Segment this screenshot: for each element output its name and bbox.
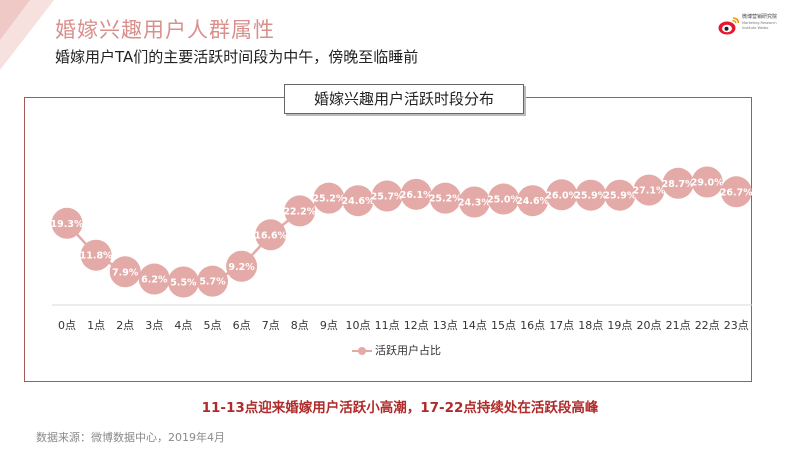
data-point [517,185,549,217]
data-point [458,186,490,218]
x-tick-label: 20点 [637,319,662,332]
data-label: 29.0% [691,178,724,189]
data-label: 7.9% [112,267,139,278]
data-point [167,266,199,298]
data-point [691,166,723,198]
data-point [371,180,403,212]
data-point [313,182,345,214]
data-label: 5.5% [170,278,197,289]
data-point [138,263,170,295]
x-tick-label: 0点 [58,319,76,332]
data-label: 9.2% [228,262,255,273]
x-tick-label: 2点 [116,319,134,332]
x-tick-label: 11点 [375,319,400,332]
x-tick-label: 19点 [607,319,632,332]
x-tick-label: 3点 [145,319,163,332]
x-tick-label: 21点 [666,319,691,332]
data-label: 11.8% [80,251,113,262]
data-label: 26.7% [720,187,753,198]
x-tick-label: 15点 [491,319,516,332]
x-tick-label: 5点 [204,319,222,332]
data-label: 24.3% [458,198,491,209]
data-point [575,179,607,211]
data-point [400,178,432,210]
data-label: 19.3% [51,219,84,230]
x-tick-label: 13点 [433,319,458,332]
data-point [662,167,694,199]
logo-name-cn: 微博营销研究院 [742,14,778,20]
page-subtitle: 婚嫁用户TA们的主要活跃时间段为中午，傍晚至临睡前 [55,48,419,66]
data-label: 27.1% [633,186,666,197]
legend-line-marker [352,347,372,355]
weibo-eye-icon [718,17,740,35]
chart-legend: 活跃用户占比 [352,344,441,358]
data-point [226,250,258,282]
logo-name-en-1: Marketing Research [742,20,777,25]
data-label: 26.1% [400,190,433,201]
data-label: 25.0% [487,195,520,206]
x-tick-label: 14点 [462,319,487,332]
data-point [342,185,374,217]
chart-title: 婚嫁兴趣用户活跃时段分布 [284,84,524,114]
data-label: 22.2% [283,206,316,217]
x-tick-label: 16点 [520,319,545,332]
x-tick-label: 4点 [174,319,192,332]
data-point [197,265,228,297]
data-label: 28.7% [662,179,695,190]
legend-label: 活跃用户占比 [375,344,441,357]
x-tick-label: 9点 [320,319,338,332]
data-label: 25.2% [429,194,462,205]
x-tick-label: 12点 [404,319,429,332]
data-label: 5.7% [199,277,226,288]
data-point [720,176,752,208]
data-label: 24.6% [516,196,549,207]
data-point [546,179,578,211]
corner-decoration [0,0,54,70]
data-label: 25.9% [574,191,607,202]
x-tick-label: 6点 [233,319,251,332]
x-tick-label: 18点 [578,319,603,332]
x-tick-label: 23点 [724,319,749,332]
logo-name-en-2: Institute Weibo [742,26,769,30]
data-label: 24.6% [342,196,375,207]
data-point [80,239,112,271]
data-label: 16.6% [254,230,287,241]
x-tick-label: 10点 [346,319,371,332]
highlight-text: 11-13点迎来婚嫁用户活跃小高潮，17-22点持续处在活跃段高峰 [201,400,599,416]
data-point [255,219,287,251]
data-label: 25.7% [371,192,404,203]
weibo-logo: 微博营销研究院 Marketing Research Institute Wei… [718,14,788,38]
data-point [488,183,519,215]
data-label: 25.9% [603,191,636,202]
data-label: 25.2% [312,194,345,205]
data-point [604,179,636,211]
data-point [633,174,665,206]
x-tick-label: 7点 [262,319,280,332]
data-point [109,256,141,288]
data-point [51,207,83,239]
source-note: 数据来源：微博数据中心，2019年4月 [36,431,225,444]
data-label: 6.2% [141,275,168,286]
x-tick-label: 22点 [695,319,720,332]
page-title: 婚嫁兴趣用户人群属性 [55,18,275,42]
x-tick-label: 8点 [291,319,309,332]
x-tick-label: 17点 [549,319,574,332]
data-point [429,182,461,214]
data-point [284,195,316,227]
data-label: 26.0% [545,190,578,201]
x-tick-label: 1点 [87,319,105,332]
